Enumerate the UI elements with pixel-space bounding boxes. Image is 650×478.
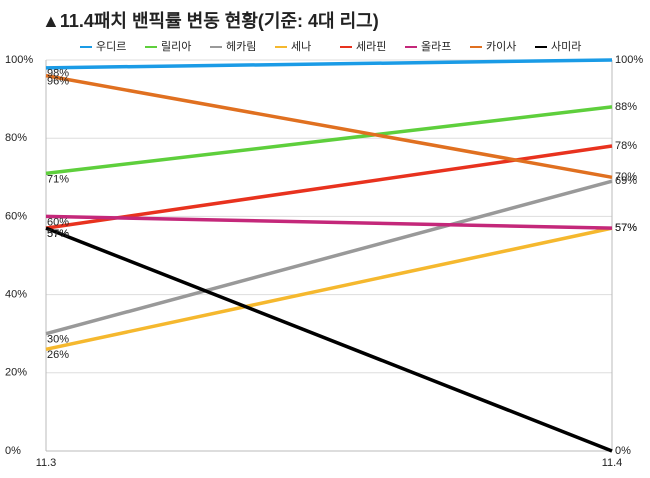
series-line xyxy=(45,144,613,230)
data-label: 88% xyxy=(615,101,637,113)
data-label: 98% xyxy=(47,68,69,80)
data-label: 96% xyxy=(47,76,69,88)
chart-title: ▲11.4패치 밴픽률 변동 현황(기준: 4대 리그) xyxy=(42,11,379,31)
data-label: 0% xyxy=(615,445,631,457)
legend-label: 릴리아 xyxy=(161,40,191,53)
legend-label: 우디르 xyxy=(96,40,126,53)
legend-label: 세나 xyxy=(291,40,311,53)
data-label: 100% xyxy=(615,54,643,66)
series-line xyxy=(45,58,613,70)
x-tick-label: 11.4 xyxy=(602,457,623,469)
data-label: 26% xyxy=(47,349,69,361)
y-tick-label: 80% xyxy=(5,132,27,144)
legend-label: 카이사 xyxy=(486,40,516,53)
y-tick-label: 40% xyxy=(5,289,27,301)
y-tick-label: 0% xyxy=(5,445,21,457)
series-line xyxy=(45,226,613,352)
y-tick-label: 60% xyxy=(5,210,27,222)
data-label: 57% xyxy=(615,222,637,234)
y-tick-label: 100% xyxy=(5,54,33,66)
series-line xyxy=(45,226,613,453)
legend-label: 헤카림 xyxy=(226,40,256,53)
data-label: 70% xyxy=(615,171,637,183)
data-label: 30% xyxy=(47,334,69,346)
y-tick-label: 20% xyxy=(5,367,27,379)
x-tick-label: 11.3 xyxy=(36,457,57,469)
series-line xyxy=(45,179,613,336)
data-label: 60% xyxy=(47,216,69,228)
data-label: 57% xyxy=(47,228,69,240)
data-label: 57% xyxy=(615,222,637,234)
series-line xyxy=(45,73,613,180)
legend-label: 세라핀 xyxy=(356,40,386,53)
series-line xyxy=(45,105,613,176)
data-label: 57% xyxy=(47,228,69,240)
legend-label: 올라프 xyxy=(421,40,451,53)
data-label: 71% xyxy=(47,173,69,185)
data-label: 78% xyxy=(615,140,637,152)
series-line xyxy=(45,214,613,230)
data-label: 69% xyxy=(615,175,637,187)
legend-label: 사미라 xyxy=(551,40,581,53)
